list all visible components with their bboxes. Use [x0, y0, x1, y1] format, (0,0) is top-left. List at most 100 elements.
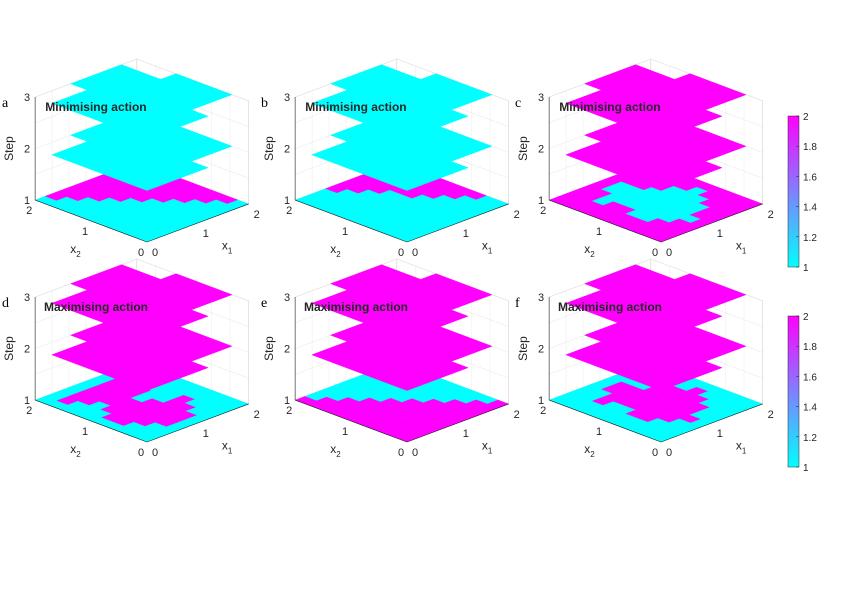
x1-tick-label: 0: [152, 247, 158, 259]
surface-step-3: [311, 264, 493, 340]
x1-tick-label: 2: [254, 209, 260, 221]
step-tick-label: 2: [284, 344, 290, 356]
x2-axis-label: x2: [584, 442, 595, 459]
x1-tick-label: 1: [717, 228, 723, 240]
step-tick-label: 1: [24, 195, 30, 207]
panel-letter: b: [261, 96, 268, 111]
x2-axis-line: [549, 399, 662, 443]
colorbar-tick-label: 1.2: [803, 233, 817, 244]
x2-tick-label: 0: [138, 447, 144, 459]
colorbar-tick-label: 1.4: [803, 403, 817, 414]
layer-step-3: [565, 64, 747, 140]
x2-tick-label: 0: [398, 447, 404, 459]
x1-tick-label: 1: [463, 428, 469, 440]
step-tick-label: 3: [24, 92, 30, 104]
colorbar-top: 2 1.8 1.6 1.4 1.2 1: [787, 112, 817, 274]
x1-tick-label: 0: [152, 447, 158, 459]
x2-tick-label: 1: [82, 426, 88, 438]
step-tick-label: 1: [24, 395, 30, 407]
x1-axis-line: [660, 403, 763, 443]
panel-title: Minimising action: [305, 100, 406, 114]
x1-axis-line: [406, 203, 509, 243]
panel-title: Maximising action: [558, 300, 662, 314]
x1-tick-label: 0: [666, 447, 672, 459]
panel-title: Minimising action: [45, 100, 146, 114]
panel-title: Maximising action: [304, 300, 408, 314]
x1-subscript: 1: [228, 246, 233, 255]
step-axis-label: Step: [516, 136, 530, 161]
colorbar-bottom: 2 1.8 1.6 1.4 1.2 1: [787, 312, 817, 474]
x1-tick-label: 1: [203, 228, 209, 240]
layer-step-3: [565, 264, 747, 340]
x2-tick-label: 2: [26, 405, 32, 417]
step-tick-label: 1: [538, 195, 544, 207]
colorbar-tick-label: 2: [803, 312, 809, 323]
surface-step-3: [311, 64, 493, 140]
x2-axis-line: [35, 199, 148, 243]
step-tick-label: 3: [284, 92, 290, 104]
step-axis-label: Step: [262, 136, 276, 161]
x2-axis-line: [549, 199, 662, 243]
step-axis-label: Step: [2, 136, 16, 161]
x2-axis-label: x2: [330, 442, 341, 459]
layer-step-3: [51, 264, 233, 340]
colorbar-tick-label: 1.8: [803, 342, 817, 353]
colorbars: 2 1.8 1.6 1.4 1.2 1 2 1.8 1.6 1.4 1.2 1: [787, 112, 817, 474]
x2-axis-label: x2: [584, 242, 595, 259]
x1-tick-label: 2: [768, 209, 774, 221]
surface-step-3: [51, 264, 233, 340]
x2-axis-line: [295, 199, 408, 243]
x2-tick-label: 2: [540, 205, 546, 217]
x2-axis-line: [295, 399, 408, 443]
x2-tick-label: 2: [286, 405, 292, 417]
step-tick-label: 2: [24, 144, 30, 156]
x1-axis-line: [406, 403, 509, 443]
x1-subscript: 1: [742, 246, 747, 255]
surface-step-3: [565, 264, 747, 340]
x2-axis-label: x2: [70, 442, 81, 459]
step-axis-label: Step: [516, 336, 530, 361]
colorbar-tick-label: 1: [803, 263, 809, 274]
x1-subscript: 1: [742, 446, 747, 455]
x1-tick-label: 0: [412, 447, 418, 459]
step-axis-label: Step: [262, 336, 276, 361]
colorbar-tick-label: 1.6: [803, 172, 817, 183]
x1-subscript: 1: [488, 446, 493, 455]
colorbar-tick-label: 1.8: [803, 142, 817, 153]
colorbar-tick-label: 2: [803, 112, 809, 123]
x2-axis-label: x2: [70, 242, 81, 259]
step-tick-label: 2: [538, 344, 544, 356]
x1-axis-line: [146, 203, 249, 243]
x2-tick-label: 2: [540, 405, 546, 417]
panel-letter: e: [261, 296, 267, 311]
x2-tick-label: 2: [26, 205, 32, 217]
x1-tick-label: 2: [514, 209, 520, 221]
x2-tick-label: 0: [398, 247, 404, 259]
x2-subscript: 2: [76, 250, 81, 259]
x2-tick-label: 1: [342, 226, 348, 238]
x1-axis-line: [146, 403, 249, 443]
step-axis-label: Step: [2, 336, 16, 361]
x2-subscript: 2: [336, 250, 341, 259]
x1-axis-line: [660, 203, 763, 243]
step-tick-label: 3: [538, 92, 544, 104]
x1-axis-label: x1: [482, 238, 493, 255]
x2-tick-label: 2: [286, 205, 292, 217]
colorbar-gradient: [787, 115, 800, 268]
x2-subscript: 2: [590, 250, 595, 259]
x1-tick-label: 0: [412, 247, 418, 259]
x2-tick-label: 0: [652, 247, 658, 259]
panel-letter: a: [2, 96, 9, 111]
panel-title: Minimising action: [559, 100, 660, 114]
x1-tick-label: 1: [203, 428, 209, 440]
x2-tick-label: 1: [82, 226, 88, 238]
colorbar-tick-label: 1.6: [803, 372, 817, 383]
x2-tick-label: 1: [596, 226, 602, 238]
panel-title: Maximising action: [44, 300, 148, 314]
x1-tick-label: 2: [768, 409, 774, 421]
